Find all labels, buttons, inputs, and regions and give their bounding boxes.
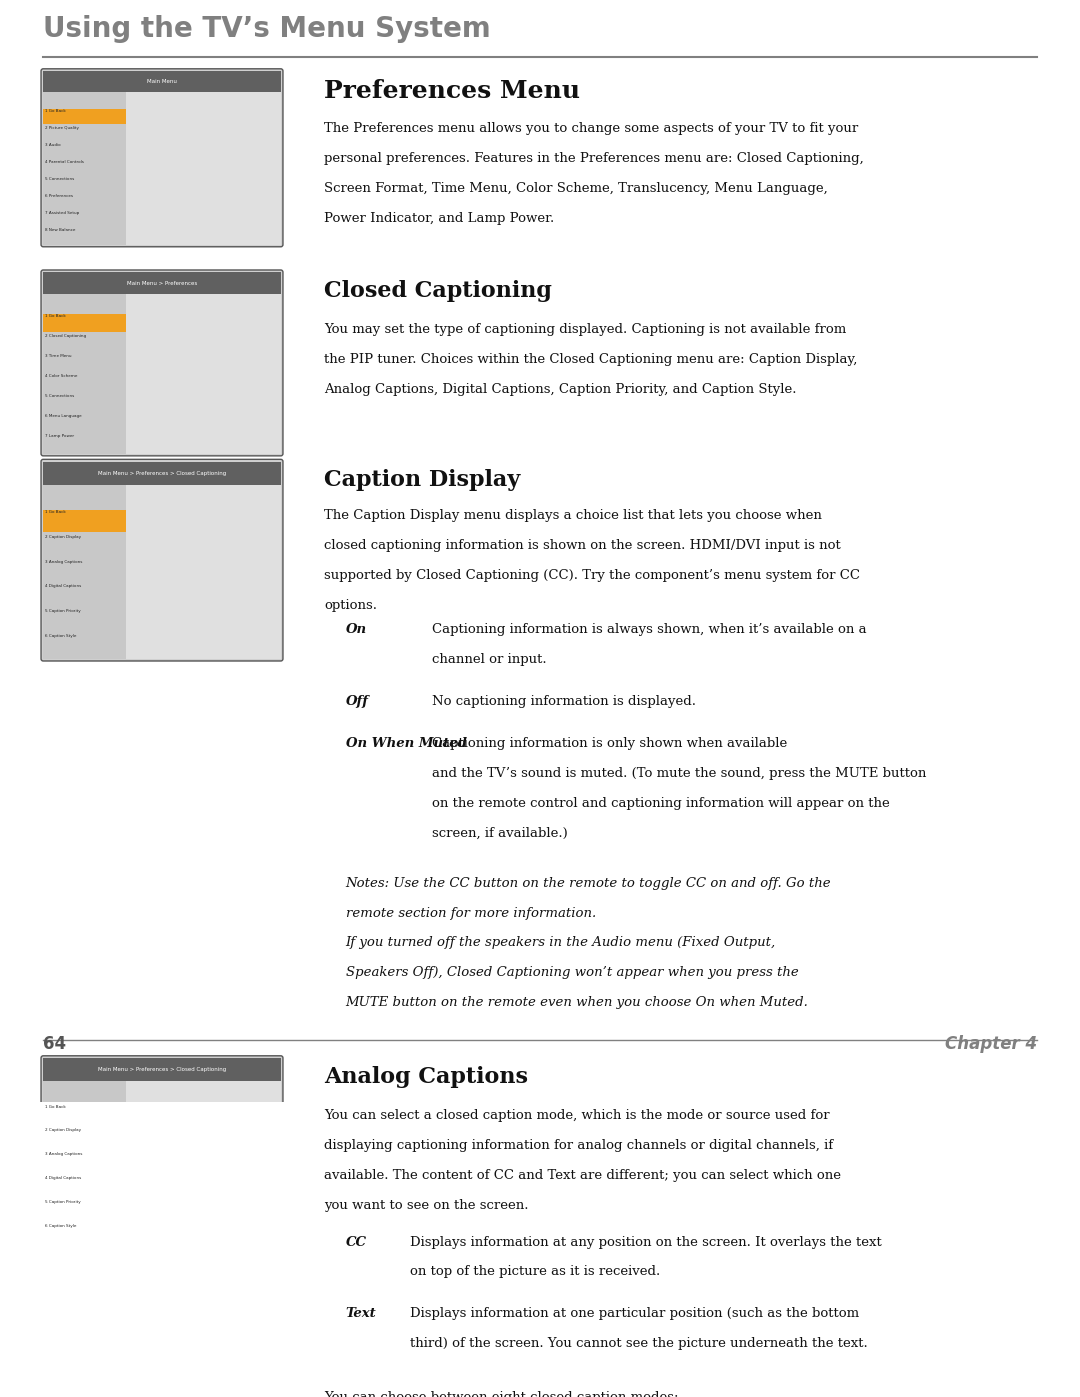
Text: 2 Picture Quality: 2 Picture Quality: [45, 126, 79, 130]
Text: The Preferences menu allows you to change some aspects of your TV to fit your: The Preferences menu allows you to chang…: [324, 123, 859, 136]
Bar: [43, 293, 126, 454]
Text: Displays information at any position on the screen. It overlays the text: Displays information at any position on …: [410, 1235, 882, 1249]
Text: and the TV’s sound is muted. (To mute the sound, press the MUTE button: and the TV’s sound is muted. (To mute th…: [432, 767, 927, 780]
Text: screen, if available.): screen, if available.): [432, 827, 568, 840]
Text: 4 Digital Captions: 4 Digital Captions: [45, 584, 82, 588]
Text: the PIP tuner. Choices within the Closed Captioning menu are: Caption Display,: the PIP tuner. Choices within the Closed…: [324, 353, 858, 366]
Bar: [43, 92, 281, 244]
Text: 4 Parental Controls: 4 Parental Controls: [45, 159, 84, 163]
Text: Displays information at one particular position (such as the bottom: Displays information at one particular p…: [410, 1308, 860, 1320]
Text: 64: 64: [43, 1035, 66, 1053]
Text: Speakers Off), Closed Captioning won’t appear when you press the: Speakers Off), Closed Captioning won’t a…: [346, 967, 798, 979]
Text: On When Muted: On When Muted: [346, 736, 467, 750]
Text: Main Menu > Preferences > Closed Captioning: Main Menu > Preferences > Closed Caption…: [98, 471, 226, 476]
Text: Off: Off: [346, 696, 368, 708]
Text: 6 Preferences: 6 Preferences: [45, 194, 73, 197]
Text: Main Menu: Main Menu: [147, 78, 177, 84]
Text: supported by Closed Captioning (CC). Try the component’s menu system for CC: supported by Closed Captioning (CC). Try…: [324, 569, 860, 581]
Text: 4 Digital Captions: 4 Digital Captions: [45, 1176, 82, 1180]
Text: 1 Go Back: 1 Go Back: [45, 510, 66, 514]
Text: Notes: Use the CC button on the remote to toggle CC on and off. Go the: Notes: Use the CC button on the remote t…: [346, 876, 832, 890]
Text: 3 Audio: 3 Audio: [45, 142, 60, 147]
Text: 1 Go Back: 1 Go Back: [45, 1105, 66, 1109]
Bar: [43, 1105, 126, 1126]
Text: CC: CC: [346, 1235, 366, 1249]
Text: Text: Text: [346, 1308, 376, 1320]
Text: Screen Format, Time Menu, Color Scheme, Translucency, Menu Language,: Screen Format, Time Menu, Color Scheme, …: [324, 182, 827, 196]
Text: Analog Captions, Digital Captions, Caption Priority, and Caption Style.: Analog Captions, Digital Captions, Capti…: [324, 383, 797, 397]
Text: 1 Go Back: 1 Go Back: [45, 109, 66, 113]
Bar: [43, 461, 281, 485]
Bar: [43, 314, 126, 332]
Text: closed captioning information is shown on the screen. HDMI/DVI input is not: closed captioning information is shown o…: [324, 539, 840, 552]
Text: Using the TV’s Menu System: Using the TV’s Menu System: [43, 15, 491, 43]
Text: You can select a closed caption mode, which is the mode or source used for: You can select a closed caption mode, wh…: [324, 1109, 829, 1122]
Text: 6 Caption Style: 6 Caption Style: [45, 1224, 77, 1228]
Text: 2 Caption Display: 2 Caption Display: [45, 535, 81, 539]
Text: 6 Menu Language: 6 Menu Language: [45, 414, 82, 418]
Bar: [43, 510, 126, 532]
Text: Main Menu > Preferences: Main Menu > Preferences: [126, 281, 198, 285]
Text: 5 Connections: 5 Connections: [45, 176, 75, 180]
Text: 5 Connections: 5 Connections: [45, 394, 75, 398]
Text: displaying captioning information for analog channels or digital channels, if: displaying captioning information for an…: [324, 1140, 833, 1153]
Text: channel or input.: channel or input.: [432, 654, 546, 666]
Text: Main Menu > Preferences > Closed Captioning: Main Menu > Preferences > Closed Caption…: [98, 1067, 226, 1071]
Text: Chapter 4: Chapter 4: [945, 1035, 1037, 1053]
Text: Analog Captions: Analog Captions: [324, 1066, 528, 1088]
Text: MUTE button on the remote even when you choose On when Muted.: MUTE button on the remote even when you …: [346, 996, 809, 1010]
Text: Captioning information is always shown, when it’s available on a: Captioning information is always shown, …: [432, 623, 866, 636]
Bar: [43, 71, 281, 92]
Text: 5 Caption Priority: 5 Caption Priority: [45, 609, 81, 613]
Text: 8 New Balance: 8 New Balance: [45, 228, 76, 232]
Bar: [43, 92, 126, 244]
Bar: [43, 272, 281, 293]
Bar: [43, 1081, 281, 1248]
Text: 7 Assisted Setup: 7 Assisted Setup: [45, 211, 80, 215]
Text: you want to see on the screen.: you want to see on the screen.: [324, 1199, 528, 1213]
FancyBboxPatch shape: [41, 270, 283, 455]
Text: options.: options.: [324, 599, 377, 612]
Bar: [43, 1081, 126, 1248]
Text: No captioning information is displayed.: No captioning information is displayed.: [432, 696, 696, 708]
Bar: [43, 485, 126, 659]
Text: 6 Caption Style: 6 Caption Style: [45, 634, 77, 638]
Text: 5 Caption Priority: 5 Caption Priority: [45, 1200, 81, 1204]
Bar: [43, 109, 126, 124]
Text: Closed Captioning: Closed Captioning: [324, 279, 552, 302]
Text: 7 Lamp Power: 7 Lamp Power: [45, 433, 75, 437]
Text: If you turned off the speakers in the Audio menu (Fixed Output,: If you turned off the speakers in the Au…: [346, 936, 775, 950]
Bar: [43, 485, 281, 659]
Bar: [43, 1058, 281, 1081]
Text: 2 Closed Captioning: 2 Closed Captioning: [45, 334, 86, 338]
Text: Preferences Menu: Preferences Menu: [324, 78, 580, 103]
Text: 1 Go Back: 1 Go Back: [45, 314, 66, 319]
Text: You may set the type of captioning displayed. Captioning is not available from: You may set the type of captioning displ…: [324, 324, 847, 337]
Text: 2 Caption Display: 2 Caption Display: [45, 1129, 81, 1133]
Text: 4 Color Scheme: 4 Color Scheme: [45, 374, 78, 377]
Text: The Caption Display menu displays a choice list that lets you choose when: The Caption Display menu displays a choi…: [324, 509, 822, 522]
FancyBboxPatch shape: [41, 68, 283, 247]
Text: You can choose between eight closed caption modes:: You can choose between eight closed capt…: [324, 1391, 678, 1397]
Text: on the remote control and captioning information will appear on the: on the remote control and captioning inf…: [432, 796, 890, 810]
Text: On: On: [346, 623, 367, 636]
Text: 3 Analog Captions: 3 Analog Captions: [45, 1153, 83, 1157]
Text: 3 Analog Captions: 3 Analog Captions: [45, 560, 83, 563]
Text: Caption Display: Caption Display: [324, 469, 521, 492]
Text: remote section for more information.: remote section for more information.: [346, 907, 596, 919]
Text: personal preferences. Features in the Preferences menu are: Closed Captioning,: personal preferences. Features in the Pr…: [324, 152, 864, 165]
Text: third) of the screen. You cannot see the picture underneath the text.: third) of the screen. You cannot see the…: [410, 1337, 868, 1351]
Text: on top of the picture as it is received.: on top of the picture as it is received.: [410, 1266, 661, 1278]
Text: Captioning information is only shown when available: Captioning information is only shown whe…: [432, 736, 787, 750]
Text: 3 Time Menu: 3 Time Menu: [45, 353, 72, 358]
Bar: [43, 293, 281, 454]
FancyBboxPatch shape: [41, 1056, 283, 1249]
Text: Power Indicator, and Lamp Power.: Power Indicator, and Lamp Power.: [324, 212, 554, 225]
FancyBboxPatch shape: [41, 460, 283, 661]
Text: available. The content of CC and Text are different; you can select which one: available. The content of CC and Text ar…: [324, 1169, 841, 1182]
